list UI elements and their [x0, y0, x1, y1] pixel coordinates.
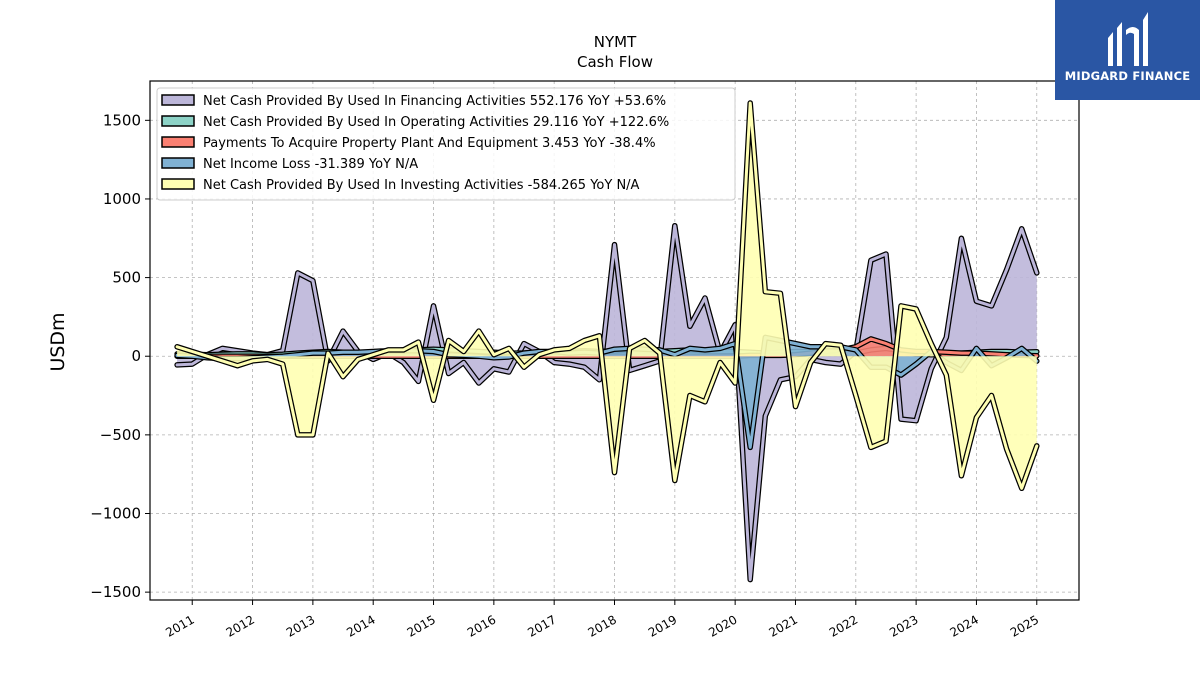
- legend-swatch: [161, 94, 195, 106]
- legend-swatch: [161, 157, 195, 169]
- y-tick-label: −1000: [90, 505, 141, 523]
- x-tick-label: 2011: [163, 612, 196, 639]
- x-tick-label: 2025: [1008, 612, 1041, 639]
- x-tick-label: 2024: [947, 612, 980, 639]
- legend-swatch: [161, 136, 195, 148]
- x-tick-label: 2017: [525, 612, 558, 639]
- x-tick-label: 2014: [344, 612, 377, 639]
- x-tick-label: 2013: [284, 612, 317, 639]
- y-tick-label: −500: [100, 426, 141, 444]
- y-tick-label: 0: [131, 347, 141, 365]
- legend-entry: Net Cash Provided By Used In Financing A…: [203, 94, 666, 109]
- legend-entry: Net Cash Provided By Used In Investing A…: [203, 178, 640, 193]
- series-line: [175, 224, 1039, 582]
- legend-swatch: [161, 178, 195, 190]
- midgard-logo-icon: [1108, 12, 1148, 66]
- series-line: [175, 101, 1039, 490]
- legend-swatch: [161, 115, 195, 127]
- chart-title: NYMT: [594, 33, 637, 51]
- series-0: [174, 222, 1040, 583]
- x-tick-label: 2015: [405, 612, 438, 639]
- y-tick-label: 1000: [103, 190, 141, 208]
- x-tick-label: 2019: [646, 612, 679, 639]
- legend-entry: Payments To Acquire Property Plant And E…: [203, 136, 656, 151]
- x-tick-label: 2020: [706, 612, 739, 639]
- x-tick-label: 2022: [827, 612, 860, 639]
- chart-subtitle: Cash Flow: [577, 53, 653, 71]
- legend-entry: Net Income Loss -31.389 YoY N/A: [203, 157, 418, 172]
- x-tick-label: 2023: [887, 612, 920, 639]
- y-tick-label: 500: [112, 269, 141, 287]
- logo-text: MIDGARD FINANCE: [1064, 69, 1191, 83]
- legend-box: [156, 87, 736, 201]
- y-tick-label: −1500: [90, 583, 141, 601]
- legend: Net Cash Provided By Used In Financing A…: [156, 87, 736, 201]
- x-tick-label: 2021: [767, 612, 800, 639]
- midgard-finance-logo: MIDGARD FINANCE: [1055, 0, 1200, 100]
- series-4: [174, 100, 1040, 492]
- x-tick-label: 2016: [465, 612, 498, 639]
- x-tick-label: 2018: [586, 612, 619, 639]
- y-tick-label: 1500: [103, 111, 141, 129]
- x-tick-label: 2012: [224, 612, 257, 639]
- series-group: [174, 100, 1040, 583]
- y-axis-label: USDm: [47, 312, 69, 371]
- legend-entry: Net Cash Provided By Used In Operating A…: [203, 115, 669, 130]
